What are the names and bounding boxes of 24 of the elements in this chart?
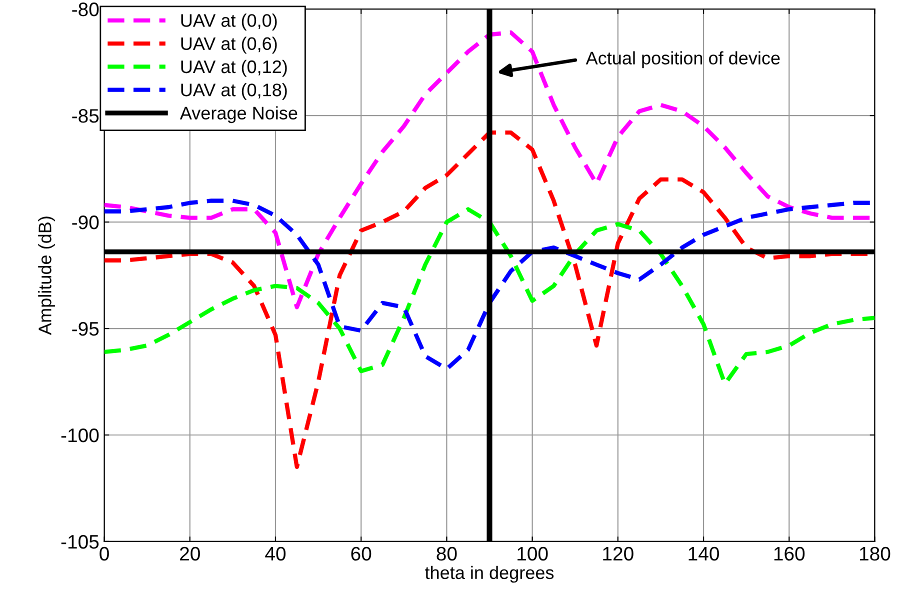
legend-label: UAV at (0,0) xyxy=(181,14,277,30)
y-tick-label: -95 xyxy=(72,322,99,336)
x-tick-label: 80 xyxy=(436,546,457,561)
x-tick-label: 120 xyxy=(603,546,634,561)
x-tick-label: 20 xyxy=(180,546,200,561)
y-tick-label: -100 xyxy=(61,428,99,442)
x-tick-label: 60 xyxy=(351,546,372,561)
x-tick-label: 160 xyxy=(774,546,805,561)
x-axis-title: theta in degrees xyxy=(425,566,554,583)
y-axis-title: Amplitude (dB) xyxy=(38,216,55,335)
x-tick-label: 40 xyxy=(265,546,286,561)
x-tick-label: 0 xyxy=(100,546,109,561)
legend-label: UAV at (0,12) xyxy=(181,60,287,77)
x-tick-label: 140 xyxy=(688,546,719,561)
annotation: Actual position of device xyxy=(586,51,780,68)
legend-label: UAV at (0,18) xyxy=(181,83,287,100)
y-tick-label: -90 xyxy=(72,216,99,230)
legend-label: Average Noise xyxy=(180,106,298,124)
x-tick-label: 100 xyxy=(518,546,548,561)
y-tick-label: -80 xyxy=(72,2,99,16)
x-tick-label: 180 xyxy=(860,546,890,561)
y-tick-label: -85 xyxy=(72,109,99,123)
y-tick-label: -105 xyxy=(61,534,99,549)
legend-label: UAV at (0,6) xyxy=(181,36,277,54)
